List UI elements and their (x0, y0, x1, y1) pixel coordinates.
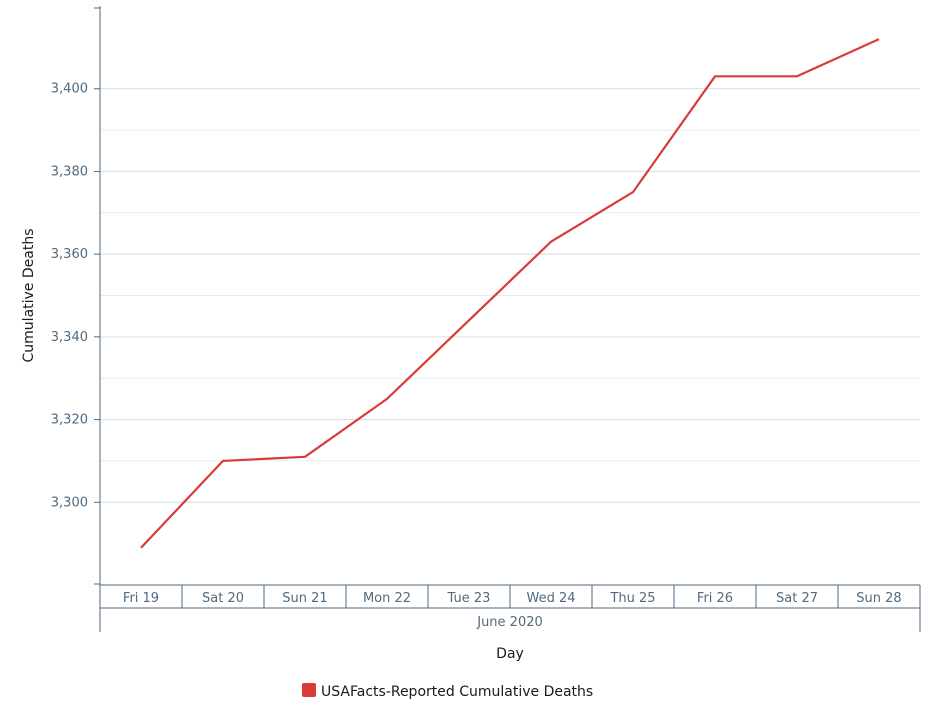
y-tick-label: 3,400 (51, 82, 88, 97)
y-tick-label: 3,320 (51, 413, 88, 428)
data-point[interactable] (545, 236, 557, 248)
x-axis-title: Day (496, 646, 524, 662)
y-tick-label: 3,340 (51, 330, 88, 345)
data-point[interactable] (873, 33, 885, 45)
data-point[interactable] (627, 186, 639, 198)
x-tick-label: Thu 25 (609, 591, 655, 606)
series-line (140, 38, 880, 549)
legend-label: USAFacts-Reported Cumulative Deaths (321, 684, 593, 700)
y-tick-label: 3,360 (51, 247, 88, 262)
x-axis: Fri 19 Sat 20 Sun 21 Mon 22 Tue 23 Wed 24 Thu … (99, 584, 921, 632)
x-tick-label: Fri 19 (123, 591, 159, 606)
legend-swatch (302, 683, 316, 697)
x-group-label: June 2020 (476, 615, 543, 630)
data-point[interactable] (709, 70, 721, 82)
data-point[interactable] (217, 455, 229, 467)
y-axis: 3,300 3,320 3,340 3,360 3,380 3,400 (51, 6, 101, 585)
x-tick-label: Tue 23 (447, 591, 491, 606)
x-tick-label: Sun 28 (856, 591, 901, 606)
y-tick-label: 3,380 (51, 164, 88, 179)
data-point[interactable] (381, 393, 393, 405)
x-tick-label: Wed 24 (526, 591, 575, 606)
x-tick-label: Mon 22 (363, 591, 411, 606)
legend[interactable]: USAFacts-Reported Cumulative Deaths (302, 683, 593, 700)
x-tick-label: Sun 21 (282, 591, 327, 606)
series-layer (135, 33, 885, 554)
x-tick-label: Sat 27 (776, 591, 818, 606)
y-tick-label: 3,300 (51, 495, 88, 510)
data-point[interactable] (791, 70, 803, 82)
data-point[interactable] (299, 451, 311, 463)
x-tick-label: Fri 26 (697, 591, 733, 606)
data-point[interactable] (135, 542, 147, 554)
y-axis-title: Cumulative Deaths (21, 229, 37, 363)
gridlines (100, 88, 920, 503)
x-tick-label: Sat 20 (202, 591, 244, 606)
data-point[interactable] (463, 314, 475, 326)
